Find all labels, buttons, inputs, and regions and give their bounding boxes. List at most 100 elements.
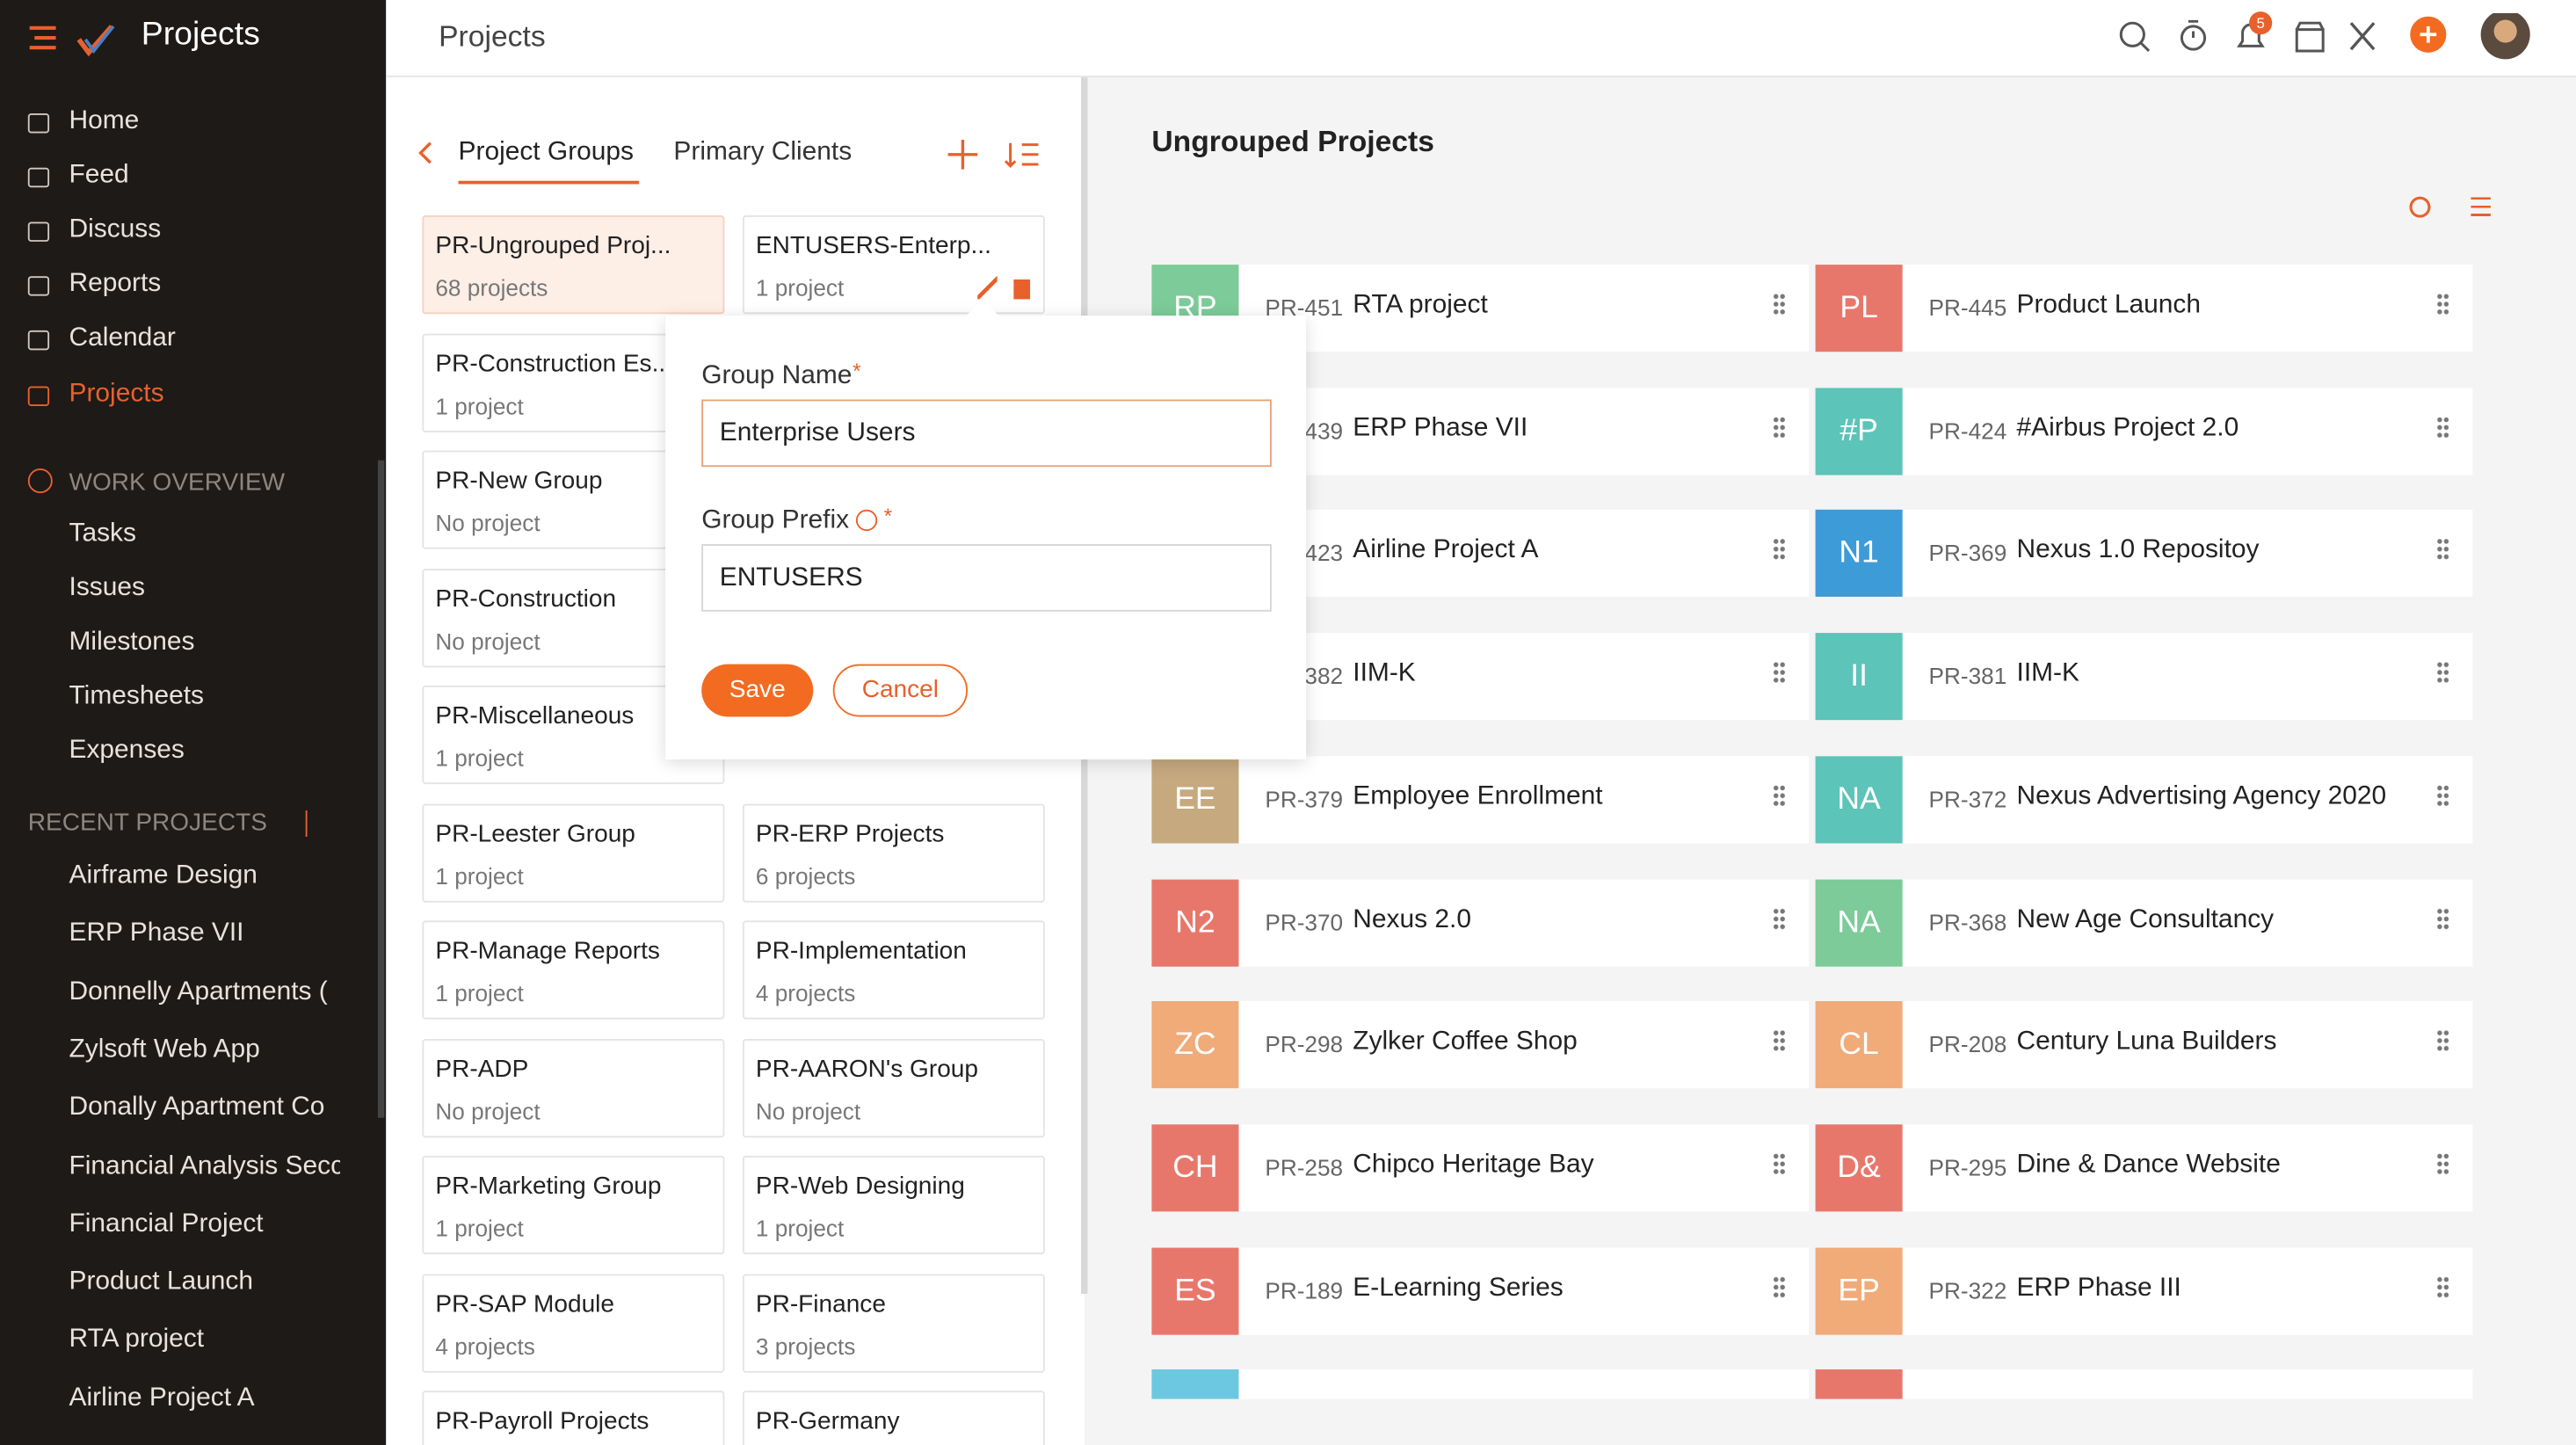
group-count: No project <box>755 1097 861 1124</box>
back-icon[interactable] <box>416 140 435 166</box>
drag-handle[interactable] <box>1772 1151 1786 1176</box>
project-name: ERP Phase VII <box>1353 413 1528 442</box>
recent-project[interactable]: Airframe Design <box>69 861 258 890</box>
group-card[interactable]: PR-SAP Module 4 projects <box>422 1273 725 1372</box>
group-card[interactable]: PR-ADP No project <box>422 1038 725 1137</box>
group-name: PR-Leester Group <box>435 819 635 848</box>
recent-project[interactable]: Airline Project A <box>69 1383 255 1412</box>
nav-item[interactable]: Issues <box>69 573 145 602</box>
group-name: PR-Payroll Projects <box>435 1406 649 1435</box>
group-count: 1 project <box>435 1215 524 1242</box>
drag-handle[interactable] <box>1772 906 1786 930</box>
project-avatar: D& <box>1815 1124 1903 1212</box>
recent-project[interactable]: ERP Phase VII <box>69 919 244 948</box>
group-card[interactable]: PR-Germany <box>742 1391 1045 1445</box>
drag-handle[interactable] <box>2436 1274 2450 1298</box>
cancel-button[interactable]: Cancel <box>832 664 969 717</box>
project-avatar: N1 <box>1815 510 1903 598</box>
project-card[interactable]: EP PR-322 ERP Phase III <box>1815 1246 2473 1334</box>
group-count: 1 project <box>755 274 845 301</box>
group-card[interactable]: PR-Finance 3 projects <box>742 1273 1045 1372</box>
group-card[interactable]: PR-ERP Projects 6 projects <box>742 802 1045 902</box>
group-card[interactable]: PR-Leester Group 1 project <box>422 802 725 902</box>
group-count: 1 project <box>435 979 524 1006</box>
project-name: Zylker Coffee Shop <box>1353 1027 1578 1057</box>
project-card[interactable]: N2 PR-370 Nexus 2.0 <box>1151 878 1810 966</box>
recent-actions[interactable] <box>276 810 355 837</box>
drag-handle[interactable] <box>2436 292 2450 316</box>
recent-project[interactable]: RTA project <box>69 1325 204 1354</box>
project-card[interactable]: D& PR-295 Dine & Dance Website <box>1815 1124 2473 1212</box>
recent-project[interactable]: Financial Project <box>69 1209 264 1238</box>
group-card[interactable]: PR-Implementation 4 projects <box>742 920 1045 1020</box>
group-card[interactable]: PR-Manage Reports 1 project <box>422 920 725 1020</box>
nav-item[interactable]: Tasks <box>69 519 136 548</box>
tab-primary-clients[interactable]: Primary Clients <box>673 138 853 166</box>
recent-project[interactable]: Financial Analysis Secc <box>69 1151 340 1180</box>
drag-handle[interactable] <box>1772 292 1786 316</box>
drag-handle[interactable] <box>1772 415 1786 439</box>
project-card[interactable]: NA PR-368 New Age Consultancy <box>1815 878 2473 966</box>
drag-handle[interactable] <box>2436 906 2450 930</box>
group-count: No project <box>435 1097 541 1124</box>
project-card[interactable]: II PR-381 IIM-K <box>1815 633 2473 721</box>
recent-project[interactable]: Product Launch <box>69 1267 254 1296</box>
project-name: RTA project <box>1353 291 1488 319</box>
nav-item[interactable]: Feed <box>69 161 129 190</box>
group-card[interactable]: PR-Construction Es... 1 project <box>422 332 725 432</box>
group-card[interactable]: PR-Ungrouped Proj... 68 projects <box>422 215 725 315</box>
project-avatar: CH <box>1151 1124 1239 1212</box>
group-name-input[interactable]: Enterprise Users <box>701 399 1272 468</box>
nav-item[interactable]: Expenses <box>69 737 185 766</box>
nav-item[interactable]: Timesheets <box>69 682 204 711</box>
project-name: Dine & Dance Website <box>2016 1151 2281 1179</box>
panel-actions[interactable] <box>945 136 1043 172</box>
app-logo <box>29 25 115 57</box>
nav-item[interactable]: Calendar <box>69 324 176 352</box>
drag-handle[interactable] <box>2436 1151 2450 1176</box>
group-card[interactable]: PR-Marketing Group 1 project <box>422 1155 725 1255</box>
project-card[interactable]: #P PR-424 #Airbus Project 2.0 <box>1815 387 2473 475</box>
project-card[interactable]: N1 PR-369 Nexus 1.0 Repositoy <box>1815 510 2473 598</box>
recent-project[interactable]: Donally Apartment Co <box>69 1093 325 1122</box>
project-card[interactable]: CL PR-208 Century Luna Builders <box>1815 1001 2473 1089</box>
recent-project[interactable]: Donnelly Apartments ( <box>69 977 328 1006</box>
group-card[interactable]: PR-Payroll Projects <box>422 1391 725 1445</box>
tab-project-groups[interactable]: Project Groups <box>458 138 635 166</box>
project-card[interactable]: EE PR-379 Employee Enrollment <box>1151 755 1810 844</box>
group-card[interactable]: PR-Web Designing 1 project <box>742 1155 1045 1255</box>
nav-item[interactable]: Projects <box>69 379 164 407</box>
group-card[interactable]: ENTUSERS-Enterp... 1 project <box>742 215 1045 315</box>
group-name: PR-Miscellaneous <box>435 701 635 730</box>
edit-delete-icons[interactable] <box>977 276 1034 300</box>
group-prefix-input[interactable]: ENTUSERS <box>701 544 1272 612</box>
nav-item[interactable]: Milestones <box>69 628 195 657</box>
project-card[interactable]: ZC PR-298 Zylker Coffee Shop <box>1151 1001 1810 1089</box>
recent-project[interactable]: Zylsoft Web App <box>69 1035 260 1064</box>
drag-handle[interactable] <box>1772 538 1786 562</box>
group-count: 68 projects <box>435 274 548 301</box>
project-card[interactable]: CH PR-258 Chipco Heritage Bay <box>1151 1124 1810 1212</box>
nav-item[interactable]: Discuss <box>69 215 162 244</box>
drag-handle[interactable] <box>1772 661 1786 685</box>
nav-icon <box>27 167 50 188</box>
drag-handle[interactable] <box>2436 661 2450 685</box>
toolbar-icons[interactable] <box>2111 12 2538 66</box>
group-card[interactable]: PR-AARON's Group No project <box>742 1038 1045 1137</box>
drag-handle[interactable] <box>2436 783 2450 807</box>
project-avatar: PL <box>1815 265 1903 352</box>
project-avatar: #P <box>1815 387 1903 475</box>
nav-item[interactable]: Home <box>69 106 140 135</box>
drag-handle[interactable] <box>1772 1274 1786 1298</box>
search-sort-icons[interactable] <box>2408 195 2498 222</box>
project-card[interactable]: NA PR-372 Nexus Advertising Agency 2020 <box>1815 755 2473 844</box>
save-button[interactable]: Save <box>701 664 814 717</box>
drag-handle[interactable] <box>2436 415 2450 439</box>
project-card[interactable]: PL PR-445 Product Launch <box>1815 265 2473 352</box>
drag-handle[interactable] <box>1772 783 1786 807</box>
drag-handle[interactable] <box>1772 1029 1786 1053</box>
drag-handle[interactable] <box>2436 538 2450 562</box>
nav-item[interactable]: Reports <box>69 270 162 299</box>
drag-handle[interactable] <box>2436 1029 2450 1053</box>
project-card[interactable]: ES PR-189 E-Learning Series <box>1151 1246 1810 1334</box>
